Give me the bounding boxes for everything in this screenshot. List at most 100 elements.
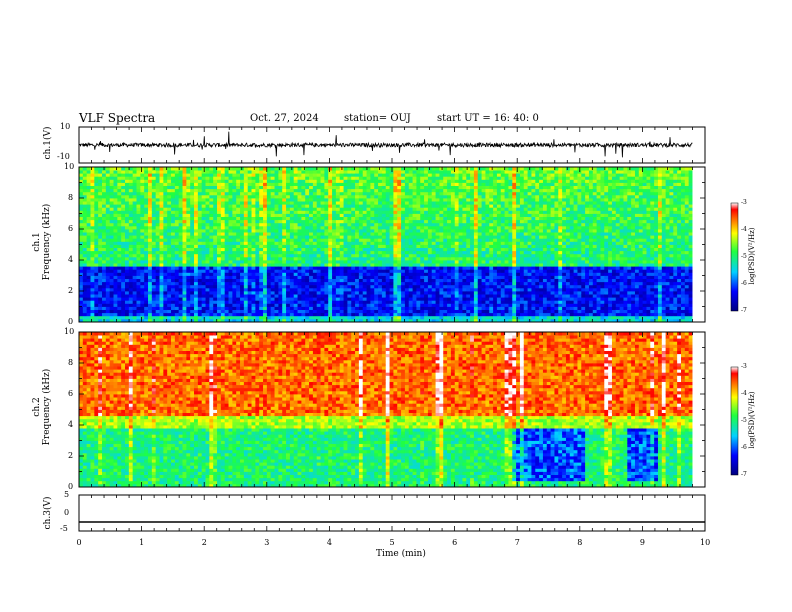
spectrogram-cell <box>404 229 410 233</box>
spectrogram-cell <box>240 312 245 317</box>
spectrogram-cell <box>194 194 199 199</box>
spectrogram-cell <box>148 291 153 295</box>
spectrogram-cell <box>282 194 287 199</box>
spectrogram-cell <box>98 179 103 183</box>
spectrogram-cell <box>217 182 222 186</box>
spectrogram-cell <box>259 201 264 205</box>
spectrogram-cell <box>309 244 314 248</box>
spectrogram-cell <box>328 207 333 211</box>
spectrogram-cell <box>332 275 337 279</box>
spectrogram-cell <box>113 256 118 261</box>
spectrogram-cell <box>366 250 371 255</box>
spectrogram-cell <box>197 204 203 208</box>
spectrogram-cell <box>255 269 260 273</box>
spectrogram-cell <box>94 263 99 267</box>
spectrogram-cell <box>209 238 214 242</box>
spectrogram-cell <box>247 182 252 186</box>
spectrogram-cell <box>228 312 233 317</box>
spectrogram-cell <box>259 207 264 211</box>
spectrogram-cell <box>385 207 390 211</box>
spectrogram-cell <box>148 204 153 208</box>
spectrogram-cell <box>194 284 199 289</box>
spectrogram-cell <box>270 291 275 295</box>
spectrogram-cell <box>224 173 229 177</box>
spectrogram-cell <box>136 188 141 193</box>
spectrogram-cell <box>125 207 130 211</box>
spectrogram-cell <box>362 294 367 298</box>
spectrogram-cell <box>190 306 195 310</box>
spectrogram-cell <box>431 266 436 270</box>
spectrogram-cell <box>171 281 176 286</box>
spectrogram-cell <box>339 194 344 199</box>
spectrogram-cell <box>136 241 141 245</box>
spectrogram-cell <box>450 315 456 320</box>
spectrogram-cell <box>255 198 260 202</box>
spectrogram-cell <box>401 210 406 214</box>
spectrogram-cell <box>182 225 187 230</box>
spectrogram-cell <box>439 207 444 211</box>
spectrogram-cell <box>366 266 371 270</box>
spectrogram-cell <box>293 173 298 177</box>
spectrogram-cell <box>416 287 421 292</box>
spectrogram-cell <box>358 225 364 230</box>
spectrogram-cell <box>113 275 118 279</box>
spectrogram-cell <box>401 256 406 261</box>
spectrogram-cell <box>201 188 206 193</box>
spectrogram-cell <box>125 260 130 264</box>
spectrogram-cell <box>454 275 459 279</box>
spectrogram-cell <box>435 306 440 310</box>
spectrogram-cell <box>408 315 413 320</box>
spectrogram-cell <box>362 241 367 245</box>
spectrogram-cell <box>343 318 348 323</box>
spectrogram-cell <box>178 238 183 242</box>
spectrogram-cell <box>282 263 287 267</box>
spectrogram-cell <box>247 294 252 298</box>
spectrogram-cell <box>186 210 191 214</box>
spectrogram-cell <box>217 266 222 270</box>
spectrogram-cell <box>297 235 302 239</box>
spectrogram-cell <box>128 222 134 227</box>
spectrogram-cell <box>297 306 302 310</box>
spectrogram-cell <box>412 300 417 304</box>
spectrogram-cell <box>312 303 318 307</box>
spectrogram-cell <box>355 219 360 224</box>
spectrogram-cell <box>79 241 84 245</box>
spectrogram-cell <box>125 250 130 255</box>
spectrogram-cell <box>320 303 325 307</box>
spectrogram-cell <box>197 315 203 320</box>
spectrogram-cell <box>155 179 160 183</box>
spectrogram-cell <box>201 191 206 196</box>
spectrogram-cell <box>293 300 298 304</box>
spectrogram-cell <box>312 235 318 239</box>
spectrogram-cell <box>301 241 306 245</box>
spectrogram-cell <box>243 244 249 248</box>
spectrogram-cell <box>385 281 390 286</box>
spectrogram-cell <box>328 269 333 273</box>
spectrogram-cell <box>270 191 275 196</box>
spectrogram-cell <box>113 253 118 258</box>
spectrogram-cell <box>247 213 252 217</box>
spectrogram-cell <box>163 256 168 261</box>
spectrogram-cell <box>86 213 91 217</box>
spectrogram-cell <box>140 232 145 236</box>
spectrogram-cell <box>274 291 279 295</box>
spectrogram-cell <box>397 278 402 283</box>
spectrogram-cell <box>389 278 394 283</box>
spectrogram-cell <box>393 284 398 289</box>
spectrogram-cell <box>201 275 206 279</box>
spectrogram-cell <box>412 294 417 298</box>
spectrogram-cell <box>236 278 241 283</box>
spectrogram-cell <box>136 244 141 248</box>
spectrogram-cell <box>358 173 364 177</box>
spectrogram-cell <box>374 318 379 323</box>
spectrogram-cell <box>293 306 298 310</box>
spectrogram-cell <box>140 287 145 292</box>
spectrogram-cell <box>420 275 425 279</box>
spectrogram-cell <box>217 312 222 317</box>
spectrogram-cell <box>190 275 195 279</box>
spectrogram-cell <box>274 232 279 236</box>
spectrogram-cell <box>416 225 421 230</box>
spectrogram-cell <box>174 272 180 276</box>
spectrogram-cell <box>148 185 153 190</box>
spectrogram-cell <box>351 241 356 245</box>
